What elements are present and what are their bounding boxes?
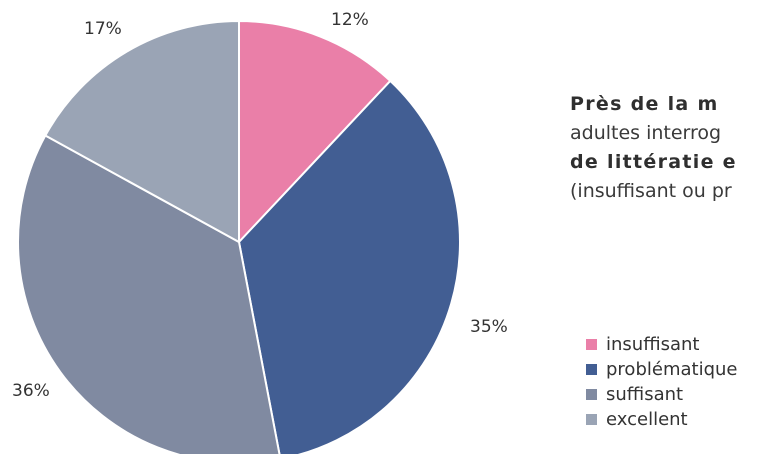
legend-item-insuffisant: insuffisant (586, 332, 737, 357)
slice-label-excellent: 17% (84, 19, 122, 39)
legend-item-excellent: excellent (586, 407, 737, 432)
caption-line-4: (insuffisant ou pr (570, 180, 732, 202)
legend-label-suffisant: suffisant (606, 384, 684, 405)
legend-label-insuffisant: insuffisant (606, 334, 700, 355)
legend-label-excellent: excellent (606, 409, 688, 430)
pie-slice-suffisant (17, 134, 281, 454)
legend-label-problematique: problématique (606, 359, 738, 380)
pie-slice-problematique (238, 79, 461, 454)
caption-line-1: Près de la m (570, 93, 719, 115)
slice-label-insuffisant: 12% (331, 10, 369, 30)
legend-item-suffisant: suffisant (586, 382, 737, 407)
legend-swatch-excellent (586, 414, 597, 425)
legend-swatch-insuffisant (586, 339, 597, 350)
pie-slice-excellent (44, 20, 240, 243)
chart-caption: Près de la m adultes interrog de littéra… (570, 90, 760, 240)
pie-slice-insuffisant (238, 20, 392, 243)
caption-line-2: adultes interrog (570, 122, 722, 144)
chart-legend: insuffisant problématique suffisant exce… (586, 332, 737, 432)
legend-swatch-problematique (586, 364, 597, 375)
legend-swatch-suffisant (586, 389, 597, 400)
slice-label-suffisant: 36% (12, 381, 50, 401)
slice-label-problematique: 35% (470, 317, 508, 337)
caption-line-3: de littératie e (570, 151, 737, 173)
legend-item-problematique: problématique (586, 357, 737, 382)
